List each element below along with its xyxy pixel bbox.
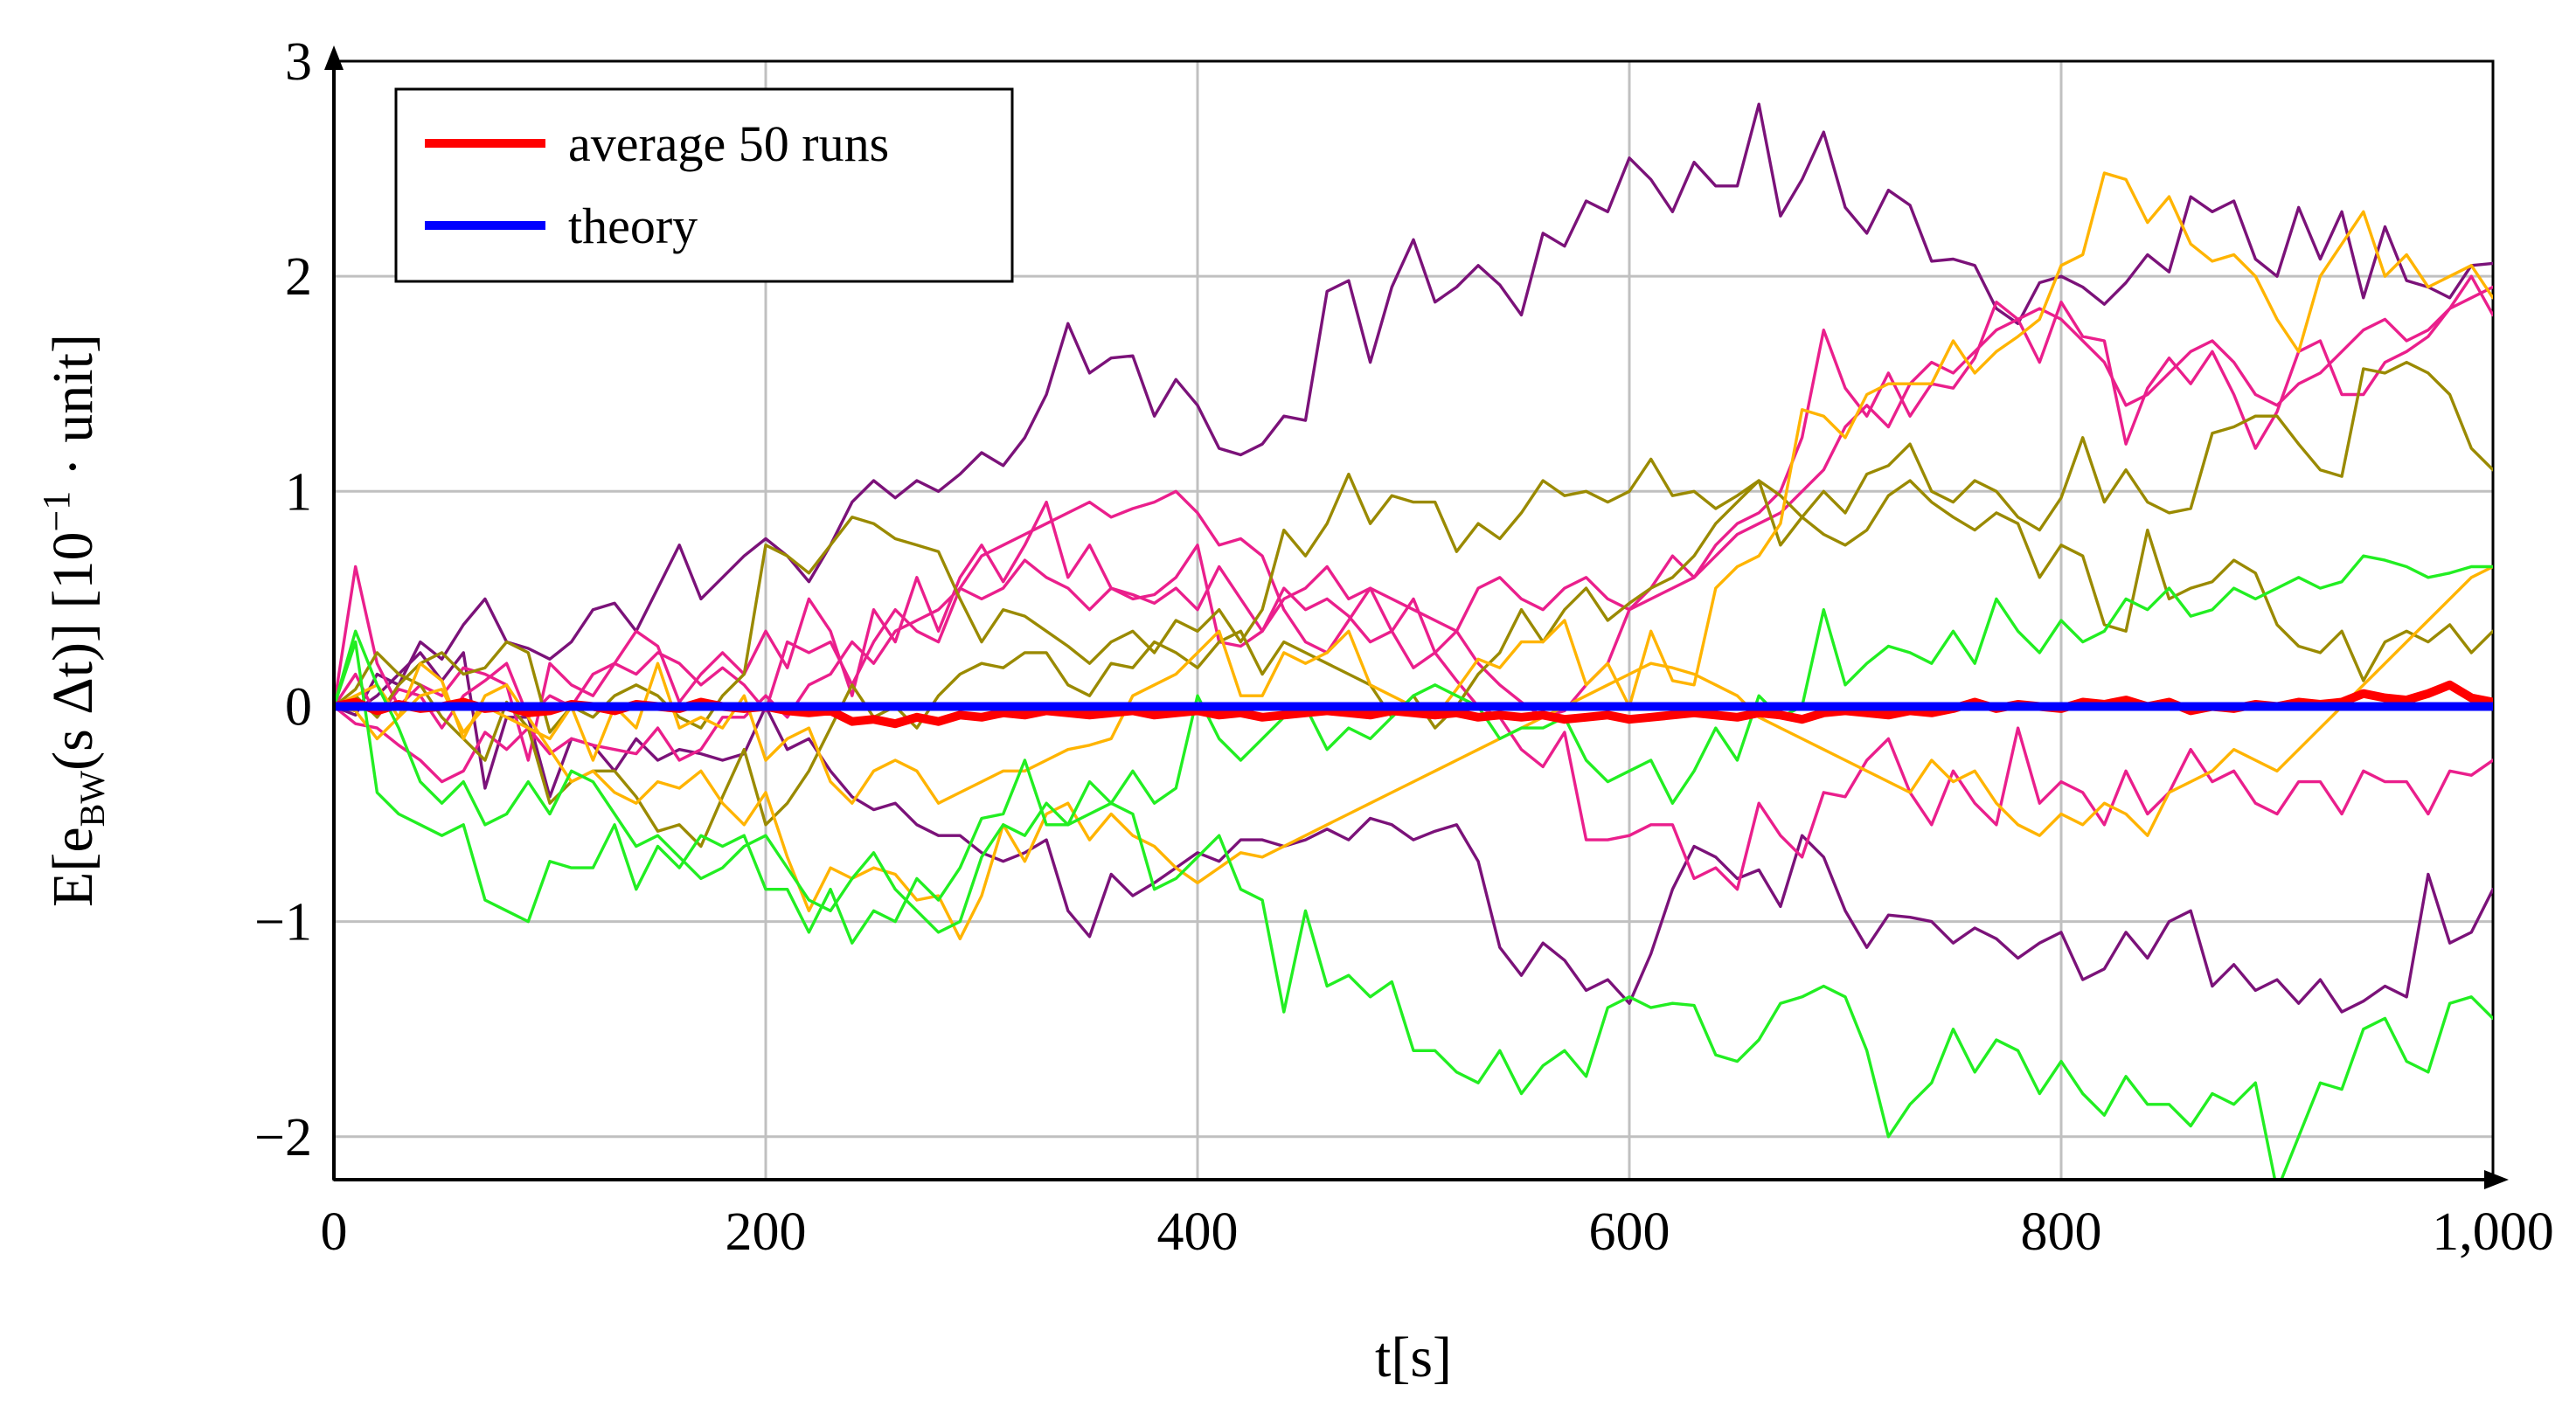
series-run-6: [334, 360, 2493, 734]
y-tick-label: −1: [254, 893, 312, 952]
x-tick-label: 0: [321, 1202, 348, 1262]
x-tick-label: 1,000: [2432, 1202, 2554, 1262]
x-tick-label: 800: [2021, 1202, 2102, 1262]
x-axis-title: t[s]: [1375, 1326, 1452, 1389]
series-run-3: [334, 500, 2493, 891]
y-tick-label: 0: [285, 677, 312, 737]
series-run-9: [334, 564, 2493, 941]
series-run-10: [334, 640, 2493, 1180]
y-tick-label: 1: [285, 462, 312, 522]
x-axis-arrow: [2484, 1170, 2509, 1189]
x-tick-label: 600: [1589, 1202, 1670, 1262]
x-tick-label: 200: [726, 1202, 807, 1262]
y-tick-label: 3: [285, 32, 312, 92]
legend-box: [394, 87, 1014, 283]
svg-text:E[eBW(s Δt)] [10−1 · unit]: E[eBW(s Δt)] [10−1 · unit]: [35, 334, 112, 907]
x-tick-label: 400: [1157, 1202, 1239, 1262]
y-tick-label: −2: [254, 1108, 312, 1167]
series-layer: [334, 102, 2493, 1180]
series-run-1: [334, 102, 2493, 717]
y-tick-label: 2: [285, 247, 312, 307]
legend: average 50 runs theory: [394, 87, 1014, 283]
legend-label-average: average 50 runs: [568, 115, 889, 172]
legend-label-theory: theory: [568, 197, 698, 254]
series-run-4: [334, 274, 2493, 730]
tick-labels: 0 200 400 600 800 1,000 −2 −1 0 1 2 3: [254, 32, 2554, 1262]
y-axis-arrow: [324, 45, 344, 70]
series-run-5: [334, 285, 2493, 784]
axes: [324, 45, 2509, 1189]
series-run-11: [334, 554, 2493, 934]
y-axis-title: E[eBW(s Δt)] [10−1 · unit]: [35, 334, 112, 907]
